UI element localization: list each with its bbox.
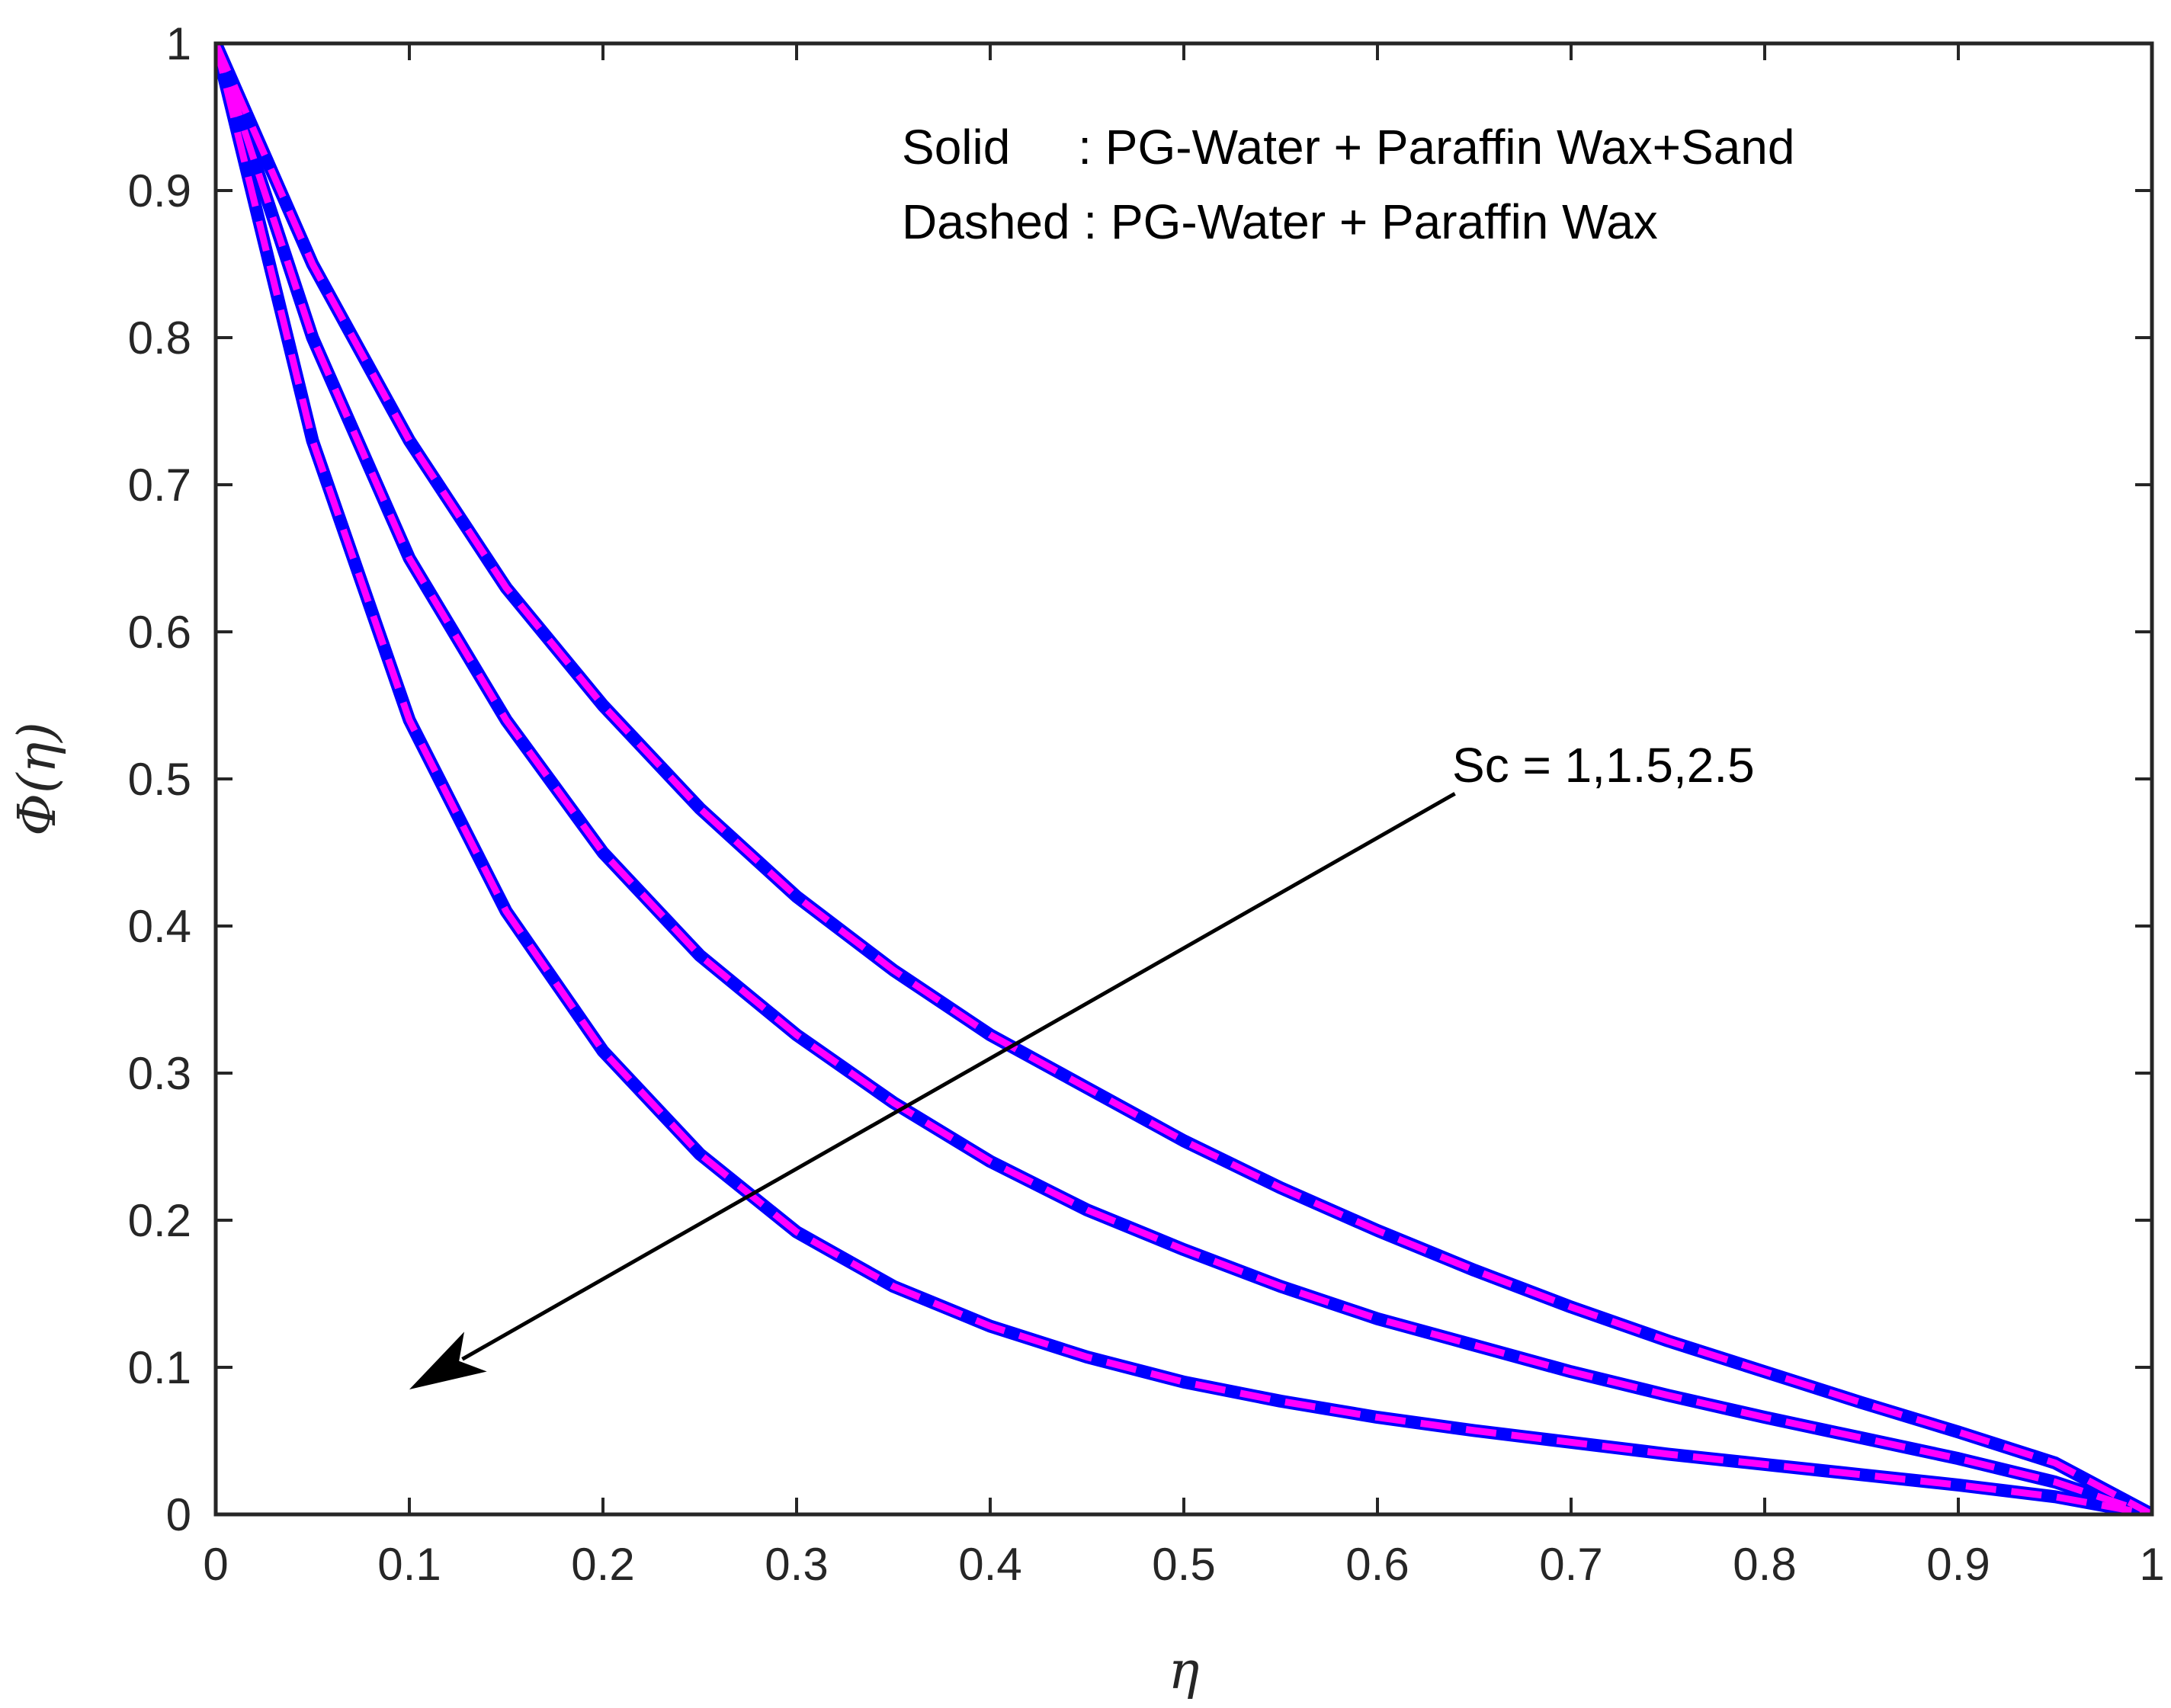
x-tick-label: 0.7 [1539,1539,1602,1590]
x-tick-label: 0.3 [765,1539,828,1590]
y-axis: 0 0.1 0.2 0.3 0.4 0.5 0.6 0.7 0.8 0.9 1 [128,18,2152,1540]
y-tick-label: 0.6 [128,607,191,658]
x-tick-label: 0.4 [958,1539,1021,1590]
y-tick-label: 0.8 [128,312,191,364]
y-tick-label: 1 [166,18,191,69]
annotation-arrow-head [409,1331,487,1389]
y-tick-label: 0.3 [128,1048,191,1099]
series-line-4 [216,43,2152,1514]
y-tick-label: 0.2 [128,1195,191,1246]
series-line-6 [216,43,2152,1514]
annotation-arrow-line [461,792,1456,1361]
legend: Solid : PG-Water + Paraffin Wax+Sand Das… [902,120,1794,249]
y-tick-label: 0.5 [128,754,191,805]
plot-area [216,43,2152,1514]
x-tick-label: 0.9 [1926,1539,1990,1590]
x-tick-label: 0.2 [571,1539,634,1590]
x-axis-title: η [1169,1641,1200,1701]
series-layer [216,43,2152,1514]
x-tick-label: 0 [203,1539,228,1590]
y-tick-label: 0.4 [128,901,191,952]
series-line-5 [216,43,2152,1514]
annotation-text: Sc = 1,1.5,2.5 [1452,738,1755,793]
sc-annotation: Sc = 1,1.5,2.5 [409,738,1755,1389]
legend-dashed-text: Dashed : PG-Water + Paraffin Wax [902,194,1658,249]
y-tick-label: 0 [166,1489,191,1540]
x-axis: 0 0.1 0.2 0.3 0.4 0.5 0.6 0.7 0.8 0.9 1 [203,43,2165,1590]
y-tick-label: 0.7 [128,460,191,511]
x-tick-label: 0.8 [1733,1539,1796,1590]
y-axis-title: Φ(η) [8,722,68,836]
y-tick-label: 0.1 [128,1342,191,1393]
legend-solid-text: Solid : PG-Water + Paraffin Wax+Sand [902,120,1794,175]
x-tick-label: 0.5 [1152,1539,1215,1590]
x-tick-label: 0.1 [377,1539,441,1590]
x-tick-label: 1 [2139,1539,2164,1590]
y-tick-label: 0.9 [128,165,191,216]
x-tick-label: 0.6 [1345,1539,1409,1590]
